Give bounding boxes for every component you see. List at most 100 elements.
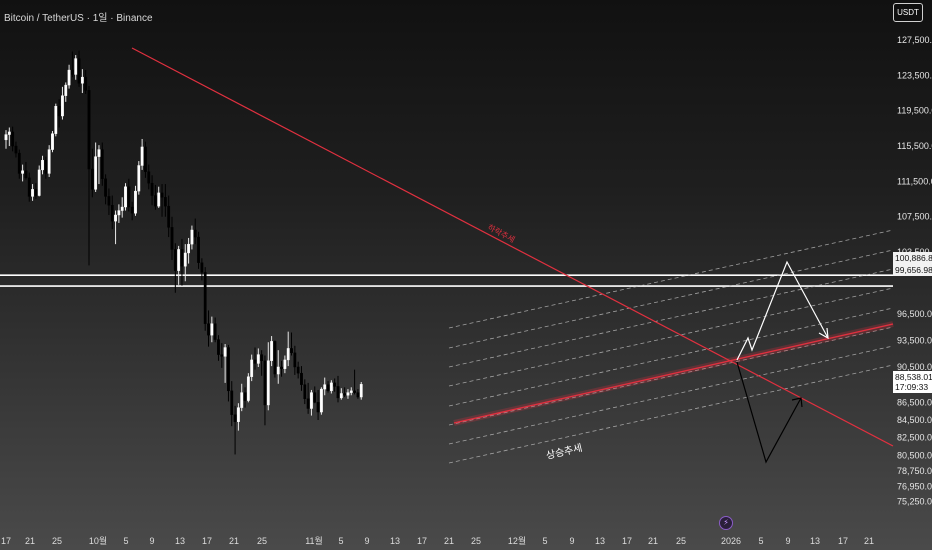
candle-body <box>306 398 310 409</box>
candle <box>293 345 297 375</box>
x-tick-label: 17 <box>1 536 11 546</box>
candle <box>24 161 28 180</box>
candle <box>213 317 217 343</box>
candle-body <box>190 229 194 245</box>
candle <box>270 336 273 367</box>
candle <box>336 375 340 403</box>
x-tick-label: 11월 <box>305 535 323 546</box>
lightning-icon[interactable]: ⚡ <box>719 516 733 530</box>
candle-body <box>260 354 264 361</box>
candle-body <box>64 84 68 96</box>
candle <box>104 174 108 205</box>
candle <box>110 195 114 230</box>
x-tick-label: 5 <box>758 536 763 546</box>
candle <box>84 70 88 94</box>
x-tick-label: 21 <box>444 536 454 546</box>
candle <box>54 103 58 137</box>
candle-body <box>293 352 297 368</box>
candle <box>260 350 264 376</box>
candle-body <box>34 189 38 196</box>
channel-line <box>448 268 894 368</box>
candle-body <box>84 76 88 91</box>
candle <box>320 387 323 415</box>
candle <box>310 389 313 416</box>
candle-body <box>233 414 237 422</box>
candle <box>134 185 137 216</box>
projection-down-path <box>736 361 802 464</box>
x-tick-label: 25 <box>257 536 267 546</box>
y-tick-label: 80,500.00 <box>897 450 932 460</box>
currency-button[interactable]: USDT <box>893 3 923 22</box>
candle <box>240 383 244 412</box>
candle-body <box>230 390 234 415</box>
candle <box>11 126 15 152</box>
candle <box>80 69 84 94</box>
candle-body <box>61 95 64 117</box>
candle <box>173 243 177 293</box>
candle <box>90 148 94 198</box>
candle-body <box>114 214 117 222</box>
candle-body <box>107 196 111 206</box>
candle-body <box>94 156 98 190</box>
candle <box>167 195 171 238</box>
y-tick-label: 127,500.00 <box>897 35 932 45</box>
candle-body <box>124 186 127 208</box>
candle-body <box>54 106 58 134</box>
candle-body <box>4 134 8 141</box>
candle-body <box>356 392 360 398</box>
candle-body <box>343 393 347 396</box>
candle <box>130 201 134 221</box>
countdown-timer: 17:09:33 <box>895 382 929 392</box>
candle <box>27 172 31 202</box>
candle <box>346 389 350 399</box>
x-tick-label: 9 <box>149 536 154 546</box>
candle-body <box>333 382 337 387</box>
candle-body <box>51 133 54 150</box>
y-tick-label: 111,500.00 <box>897 176 932 186</box>
x-tick-label: 10월 <box>89 535 107 546</box>
candle-body <box>310 392 313 409</box>
candle-body <box>163 197 167 207</box>
channel-line <box>448 326 894 426</box>
x-tick-label: 5 <box>123 536 128 546</box>
candle-body <box>227 347 230 392</box>
candle-body <box>256 354 260 364</box>
candle <box>157 186 161 208</box>
candle-body <box>47 149 51 174</box>
candle <box>193 218 197 245</box>
candle <box>117 204 121 223</box>
y-tick-label: 96,500.00 <box>897 309 932 319</box>
downtrend-line <box>131 47 894 447</box>
candle-body <box>97 149 101 157</box>
candle <box>187 237 190 264</box>
candle-body <box>153 195 157 207</box>
candle-body <box>104 178 108 197</box>
candle <box>253 347 257 370</box>
candle <box>107 188 111 215</box>
candle-body <box>280 366 283 369</box>
candle-body <box>197 236 200 263</box>
x-tick-label: 12월 <box>508 535 526 546</box>
candle <box>64 82 68 102</box>
candle-body <box>336 386 340 399</box>
candle <box>266 342 270 411</box>
candle-body <box>177 249 181 271</box>
candle-body <box>134 190 137 214</box>
candle-body <box>217 339 220 355</box>
candle-body <box>353 390 356 393</box>
candle-body <box>283 359 287 369</box>
candle <box>17 149 21 179</box>
x-tick-label: 25 <box>676 536 686 546</box>
candle-body <box>110 205 114 222</box>
x-tick-label: 17 <box>202 536 212 546</box>
candle <box>313 386 317 404</box>
candle <box>127 178 131 212</box>
candle-body <box>37 169 41 196</box>
candle-body <box>57 106 61 117</box>
candle-body <box>117 210 121 216</box>
candle <box>359 382 363 400</box>
y-tick-label: 76,950.00 <box>897 482 932 492</box>
x-tick-label: 5 <box>338 536 343 546</box>
x-tick-label: 13 <box>390 536 400 546</box>
